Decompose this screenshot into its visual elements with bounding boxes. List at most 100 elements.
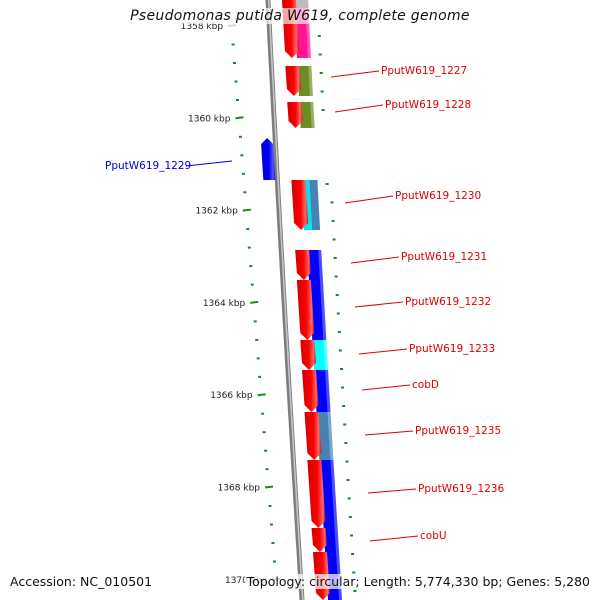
outer-tick xyxy=(318,53,322,56)
cds-arrow-reverse xyxy=(307,460,326,528)
minor-tick xyxy=(255,338,259,341)
major-tick xyxy=(264,485,274,489)
cds-arrow-reverse xyxy=(287,102,303,128)
cog-block-shine xyxy=(310,102,315,128)
minor-tick xyxy=(231,43,235,46)
minor-tick xyxy=(269,523,273,526)
outer-tick xyxy=(348,516,352,518)
cog-block-shine xyxy=(325,370,331,412)
outer-tick xyxy=(335,294,339,296)
minor-tick xyxy=(262,431,266,434)
outer-tick xyxy=(317,35,321,37)
cog-block-shine xyxy=(323,340,329,370)
minor-tick xyxy=(238,135,242,138)
minor-tick xyxy=(258,375,262,378)
minor-tick xyxy=(253,320,257,323)
minor-tick xyxy=(272,560,276,563)
cds-arrow-reverse xyxy=(291,180,309,230)
tick-label: 1362 kbp xyxy=(195,207,238,217)
outer-tick xyxy=(330,201,334,204)
cog-block-shine xyxy=(318,250,327,340)
gene-label-leader xyxy=(354,301,404,308)
cog-block-shine xyxy=(327,412,334,460)
gene-label-leader xyxy=(185,160,233,167)
gene-label: PputW619_1231 xyxy=(401,251,487,263)
outer-tick xyxy=(338,349,342,352)
gene-label-leader xyxy=(364,430,414,436)
genome-title: Pseudomonas putida W619, complete genome xyxy=(0,8,600,24)
outer-tick xyxy=(353,590,357,592)
cog-block xyxy=(309,180,321,230)
minor-tick xyxy=(234,80,238,83)
minor-tick xyxy=(256,357,260,360)
cds-arrow-reverse xyxy=(300,340,317,370)
minor-tick xyxy=(233,62,237,64)
gene-label-leader xyxy=(361,384,411,391)
major-tick xyxy=(257,393,266,397)
cog-block xyxy=(294,0,309,8)
outer-tick xyxy=(320,90,324,93)
genome-backbone xyxy=(265,0,305,600)
cog-block-shine xyxy=(308,66,313,96)
tick-label: 1364 kbp xyxy=(203,299,246,309)
outer-tick xyxy=(331,220,335,222)
minor-tick xyxy=(264,449,268,452)
minor-tick xyxy=(271,542,275,544)
outer-tick xyxy=(319,72,323,74)
cog-block xyxy=(312,340,329,370)
gene-label-leader xyxy=(350,256,400,264)
minor-tick xyxy=(243,191,247,194)
minor-tick xyxy=(249,265,253,268)
major-tick xyxy=(227,24,237,27)
minor-tick xyxy=(240,154,244,157)
gene-label: PputW619_1235 xyxy=(415,425,501,437)
gene-label-leader xyxy=(369,535,419,542)
tick-label: 1358 kbp xyxy=(181,22,224,32)
gene-label: PputW619_1230 xyxy=(395,190,481,202)
gene-label: PputW619_1227 xyxy=(381,65,467,77)
minor-tick xyxy=(268,505,272,507)
outer-tick xyxy=(337,331,341,333)
cds-arrow-reverse xyxy=(295,250,311,280)
major-tick xyxy=(235,116,244,120)
minor-tick xyxy=(241,172,245,175)
minor-tick xyxy=(236,99,239,101)
cds-arrow-reverse xyxy=(304,412,322,460)
minor-tick xyxy=(261,412,265,415)
cds-arrow-reverse xyxy=(296,280,315,340)
gene-label: cobU xyxy=(420,530,447,542)
gene-label-leader xyxy=(358,348,408,355)
cds-arrow-forward xyxy=(261,138,276,180)
outer-tick xyxy=(343,423,347,426)
gene-label: PputW619_1228 xyxy=(385,99,471,111)
accession-text: Accession: NC_010501 xyxy=(10,574,153,589)
outer-tick xyxy=(339,368,343,370)
gene-label: PputW619_1236 xyxy=(418,483,504,495)
gene-label: PputW619_1229 xyxy=(105,160,191,172)
minor-tick xyxy=(265,468,269,471)
tick-label: 1360 kbp xyxy=(188,114,231,124)
outer-tick xyxy=(351,553,355,555)
major-tick xyxy=(250,300,259,304)
cog-block xyxy=(319,460,342,600)
outer-tick xyxy=(349,534,353,537)
outer-tick xyxy=(344,442,348,444)
genome-summary-text: Topology: circular; Length: 5,774,330 bp… xyxy=(244,574,590,589)
outer-tick xyxy=(345,460,349,463)
cog-block-shine xyxy=(330,460,342,600)
gene-label: PputW619_1233 xyxy=(409,343,495,355)
cog-block xyxy=(297,66,313,96)
outer-tick xyxy=(342,405,346,407)
gene-label: PputW619_1232 xyxy=(405,296,491,308)
outer-tick xyxy=(334,275,338,278)
cog-block xyxy=(299,102,315,128)
minor-tick xyxy=(247,246,251,249)
outer-tick xyxy=(352,571,356,574)
outer-tick xyxy=(332,238,336,241)
cds-arrow-reverse xyxy=(302,370,319,412)
tick-label: 1368 kbp xyxy=(218,484,261,494)
cds-arrow-reverse xyxy=(311,528,327,552)
gene-label-leader xyxy=(334,104,384,113)
gene-label-leader xyxy=(344,195,394,204)
